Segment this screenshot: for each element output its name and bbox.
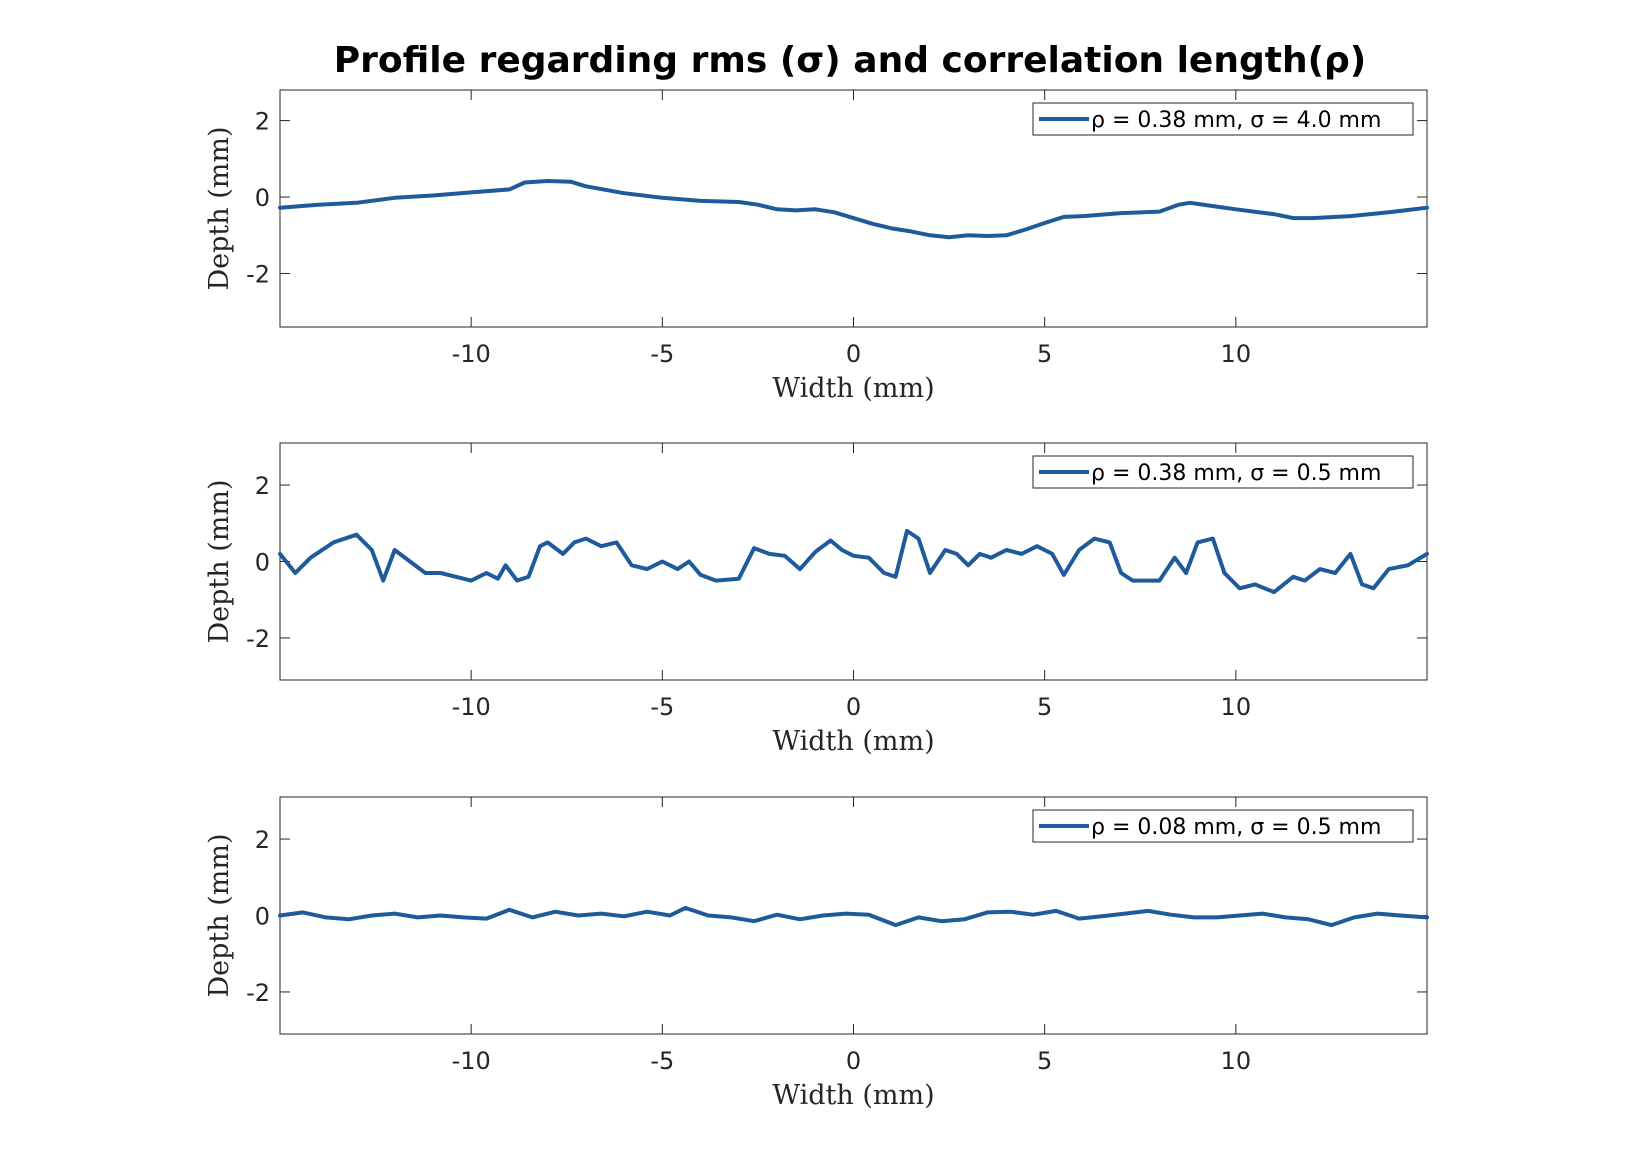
x-tick-label: 5 [1037,1047,1052,1075]
legend-label: ρ = 0.38 mm, σ = 0.5 mm [1091,461,1381,486]
y-axis-label: Depth (mm) [204,479,235,643]
y-tick-label: 0 [255,184,270,212]
x-tick-label: 10 [1221,1047,1252,1075]
y-tick-label: -2 [246,260,270,288]
x-tick-label: 0 [846,693,861,721]
x-axis-label: Width (mm) [772,373,934,404]
y-tick-label: 2 [255,108,270,136]
series-line [278,905,1429,928]
legend-box [1032,455,1414,489]
x-tick-label: 10 [1221,693,1252,721]
x-tick-label: -10 [452,1047,491,1075]
x-tick-label: -5 [650,1047,674,1075]
x-tick-label: 5 [1037,693,1052,721]
x-tick-label: 0 [846,340,861,368]
x-tick-label: 5 [1037,340,1052,368]
chart-panel-1: -10 -5 0 5 10 -2 0 2 Width (mm) Depth (mm) ρ = 0.3… [204,89,1429,404]
y-tick-label: 2 [255,826,270,854]
x-tick-label: 10 [1221,340,1252,368]
x-tick-label: -5 [650,693,674,721]
x-axis-label: Width (mm) [772,726,934,757]
x-tick-label: -10 [452,340,491,368]
figure-title: Profile regarding rms (σ) and correlatio… [334,40,1367,81]
legend-box [1032,102,1414,136]
y-tick-label: 0 [255,903,270,931]
y-tick-label: 2 [255,472,270,500]
y-axis-label: Depth (mm) [204,833,235,997]
series-line [278,528,1429,595]
x-tick-label: -5 [650,340,674,368]
x-tick-label: 0 [846,1047,861,1075]
y-tick-label: -2 [246,625,270,653]
y-axis-label: Depth (mm) [204,126,235,290]
y-tick-label: 0 [255,549,270,577]
chart-panel-3: -10 -5 0 5 10 -2 0 2 Width (mm) Depth (mm) ρ = 0.0… [204,796,1429,1111]
y-tick-label: -2 [246,979,270,1007]
legend-label: ρ = 0.38 mm, σ = 4.0 mm [1091,108,1381,133]
legend-box [1032,809,1414,843]
series-line [278,179,1429,240]
legend-label: ρ = 0.08 mm, σ = 0.5 mm [1091,815,1381,840]
x-tick-label: -10 [452,693,491,721]
chart-panel-2: -10 -5 0 5 10 -2 0 2 Width (mm) Depth (mm) ρ = 0.3… [204,442,1429,757]
x-axis-label: Width (mm) [772,1080,934,1111]
